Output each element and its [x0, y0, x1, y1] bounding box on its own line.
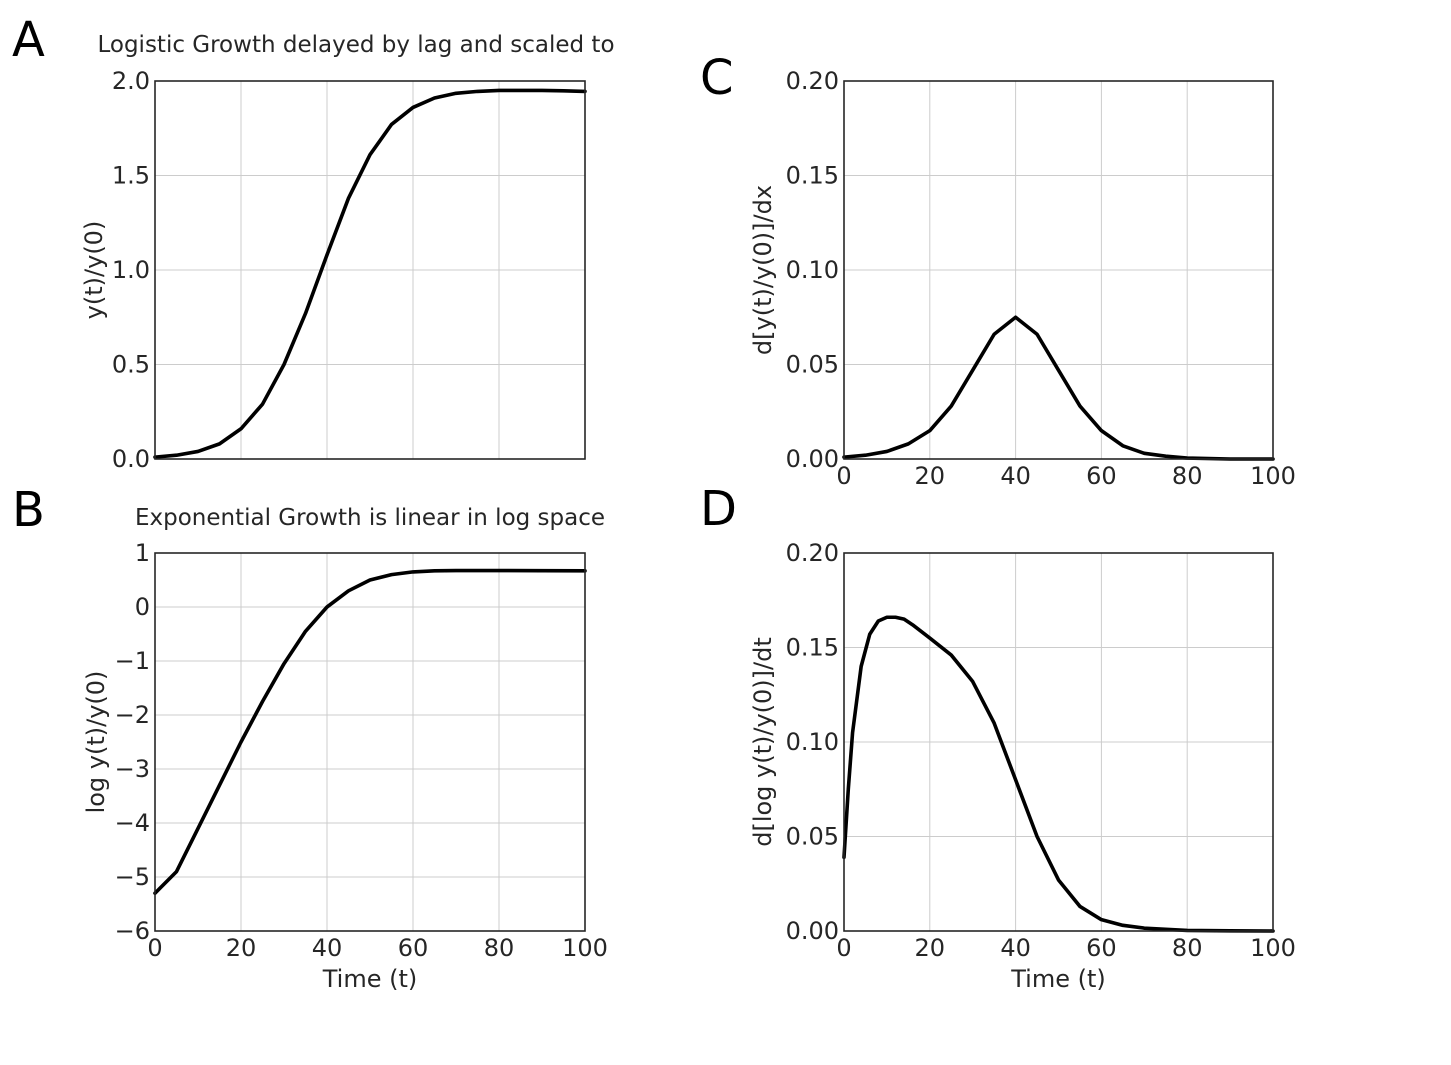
y-tick-label: 0.10 [786, 256, 839, 284]
panel-letter: D [700, 481, 737, 537]
y-tick-label: −4 [115, 809, 150, 837]
x-tick-label: 0 [147, 934, 162, 962]
x-axis-label: Time (t) [322, 965, 418, 993]
y-tick-label: 0.20 [786, 67, 839, 95]
panel-c: C 0.00 0.05 0.10 0.15 0.20 0 20 40 60 80 100 d[y(t)/… [700, 50, 1296, 490]
y-tick-label: 0.00 [786, 917, 839, 945]
panel-a: A Logistic Growth delayed by lag and scal… [12, 12, 615, 473]
x-tick-label: 40 [1000, 462, 1031, 490]
y-tick-label: 0.10 [786, 728, 839, 756]
series-line [153, 88, 587, 459]
chart-title: Logistic Growth delayed by lag and scale… [97, 32, 614, 58]
x-tick-label: 100 [562, 934, 608, 962]
x-tick-label: 40 [1000, 934, 1031, 962]
series-line [842, 315, 1275, 461]
panel-letter: A [12, 12, 45, 68]
y-tick-label: −6 [115, 917, 150, 945]
y-tick-label: 0.05 [786, 351, 839, 379]
y-tick-label: −2 [115, 701, 150, 729]
x-tick-label: 80 [1172, 462, 1203, 490]
x-tick-label: 60 [1086, 934, 1117, 962]
y-tick-label: −5 [115, 863, 150, 891]
x-tick-label: 20 [226, 934, 257, 962]
y-axis-label: d[log y(t)/y(0)]/dt [749, 637, 777, 847]
y-axis-label: log y(t)/y(0) [82, 671, 110, 814]
chart-title: Exponential Growth is linear in log spac… [135, 505, 605, 531]
x-tick-label: 20 [915, 934, 946, 962]
x-axis-label: Time (t) [1010, 965, 1106, 993]
y-tick-label: 0.00 [786, 445, 839, 473]
y-tick-label: 0.05 [786, 823, 839, 851]
y-tick-label: 0.5 [112, 351, 150, 379]
panel-letter: C [700, 50, 734, 106]
plot-frame [154, 80, 586, 460]
panel-letter: B [12, 482, 45, 538]
y-tick-label: 0.15 [786, 162, 839, 190]
plot-frame [843, 552, 1274, 932]
y-tick-label: 0 [135, 593, 150, 621]
x-tick-label: 60 [398, 934, 429, 962]
y-tick-label: 0.20 [786, 539, 839, 567]
plot-frame [154, 552, 586, 932]
series-line [842, 615, 1275, 933]
y-tick-label: 1 [135, 539, 150, 567]
x-tick-label: 20 [915, 462, 946, 490]
plot-frame [843, 80, 1274, 460]
x-tick-label: 0 [836, 934, 851, 962]
x-tick-label: 40 [312, 934, 343, 962]
x-tick-label: 60 [1086, 462, 1117, 490]
y-tick-label: 0.15 [786, 634, 839, 662]
panel-b: B Exponential Growth is linear in log spa… [12, 482, 608, 993]
x-tick-label: 80 [484, 934, 515, 962]
y-tick-label: −3 [115, 755, 150, 783]
y-axis-label: y(t)/y(0) [80, 221, 108, 320]
y-tick-label: 2.0 [112, 67, 150, 95]
x-tick-label: 100 [1250, 462, 1296, 490]
y-tick-label: 1.5 [112, 162, 150, 190]
y-tick-label: 1.0 [112, 256, 150, 284]
y-tick-label: −1 [115, 647, 150, 675]
series-line [153, 568, 587, 895]
y-tick-label: 0.0 [112, 445, 150, 473]
panel-d: D 0.00 0.05 0.10 0.15 0.20 0 20 40 60 80 100 Time (t… [700, 481, 1296, 993]
y-axis-label: d[y(t)/y(0)]/dx [749, 185, 777, 355]
x-tick-label: 100 [1250, 934, 1296, 962]
x-tick-label: 0 [836, 462, 851, 490]
x-tick-label: 80 [1172, 934, 1203, 962]
